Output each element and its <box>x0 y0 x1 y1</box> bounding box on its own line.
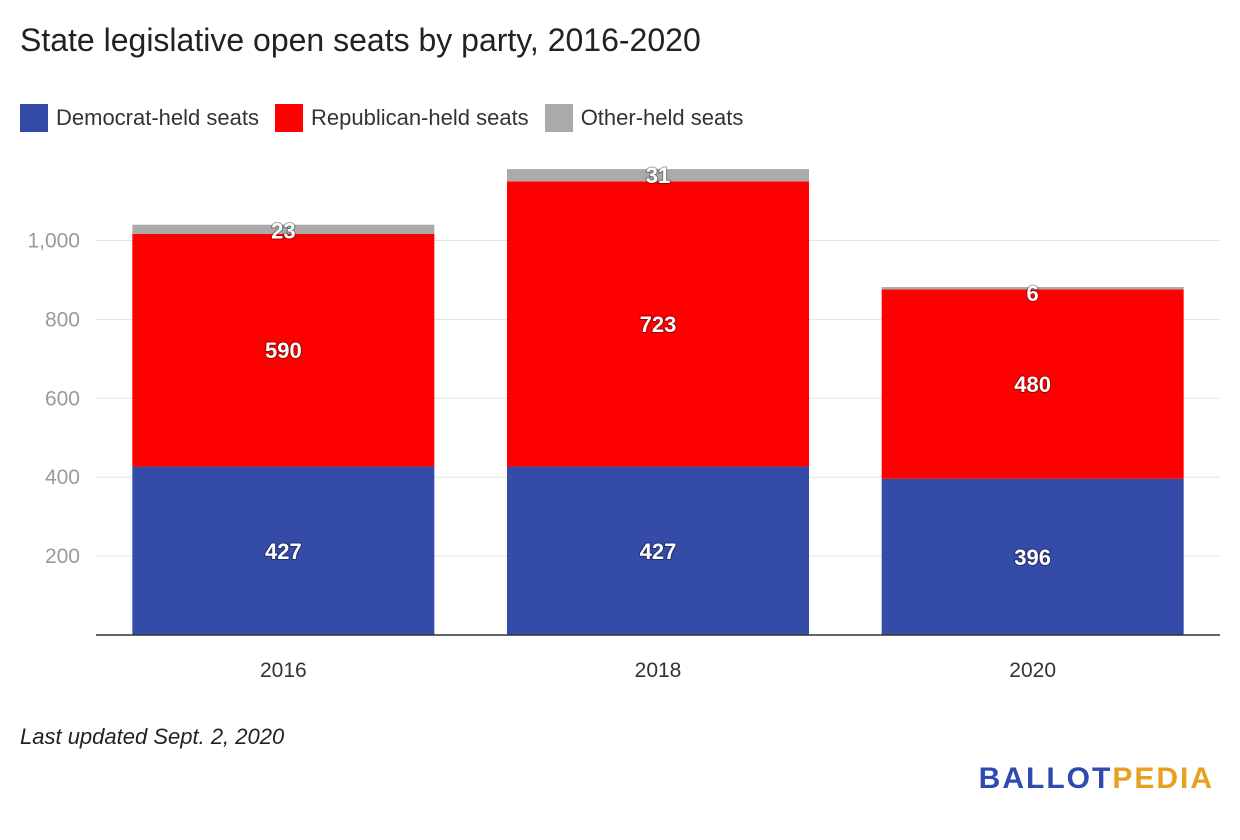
legend-swatch-democrat <box>20 104 48 132</box>
bar-2020-series-0 <box>881 478 1184 635</box>
bar-2018-series-1 <box>507 181 809 467</box>
legend-swatch-republican <box>274 104 303 132</box>
ballotpedia-logo: BALLOTPEDIA <box>979 762 1214 796</box>
bar-2020-series-2 <box>881 287 1184 290</box>
legend-label-democrat: Democrat-held seats <box>56 105 259 130</box>
x-tick-label-2020: 2020 <box>1009 659 1056 682</box>
y-tick-label-600: 600 <box>45 387 80 410</box>
legend-swatch-other <box>544 104 573 132</box>
y-tick-label-1000: 1,000 <box>27 230 80 253</box>
bar-2018-series-0 <box>507 466 809 635</box>
x-tick-label-2018: 2018 <box>635 659 682 682</box>
data-label-2018-series-0: 427 <box>640 539 677 564</box>
legend-item-democrat: Democrat-held seats <box>20 104 259 132</box>
data-label-2016-series-2: 23 <box>271 219 295 244</box>
chart-title: State legislative open seats by party, 2… <box>20 22 701 58</box>
bar-2018-series-2 <box>507 169 809 182</box>
data-label-2016-series-0: 427 <box>265 539 302 564</box>
legend-item-republican: Republican-held seats <box>274 104 529 132</box>
legend-item-other: Other-held seats <box>544 104 744 132</box>
y-tick-label-400: 400 <box>45 466 80 489</box>
legend-label-republican: Republican-held seats <box>310 105 529 130</box>
bar-2016-series-2 <box>132 224 435 234</box>
legend: Democrat-held seats Republican-held seat… <box>20 104 759 132</box>
data-label-2020-series-2: 6 <box>1027 281 1039 306</box>
data-label-2016-series-1: 590 <box>265 338 302 363</box>
data-label-2020-series-0: 396 <box>1014 545 1051 570</box>
logo-part-ballot: BALLOT <box>978 762 1113 795</box>
bar-2020-series-1 <box>881 289 1184 479</box>
bar-2016-series-1 <box>132 233 435 467</box>
data-label-2018-series-2: 31 <box>646 163 670 188</box>
legend-label-other: Other-held seats <box>580 105 744 130</box>
bar-2016-series-0 <box>132 466 435 635</box>
footnote: Last updated Sept. 2, 2020 <box>20 724 285 749</box>
logo-part-pedia: PEDIA <box>1112 762 1214 795</box>
stacked-bar-chart: 200 400 600 800 1,000 427 590 23 2016 427 723 31 201… <box>27 162 1220 682</box>
x-tick-label-2016: 2016 <box>260 659 307 682</box>
y-tick-label-800: 800 <box>45 308 80 331</box>
data-label-2020-series-1: 480 <box>1014 372 1051 397</box>
data-label-2018-series-1: 723 <box>640 312 677 337</box>
y-tick-label-200: 200 <box>45 545 80 568</box>
